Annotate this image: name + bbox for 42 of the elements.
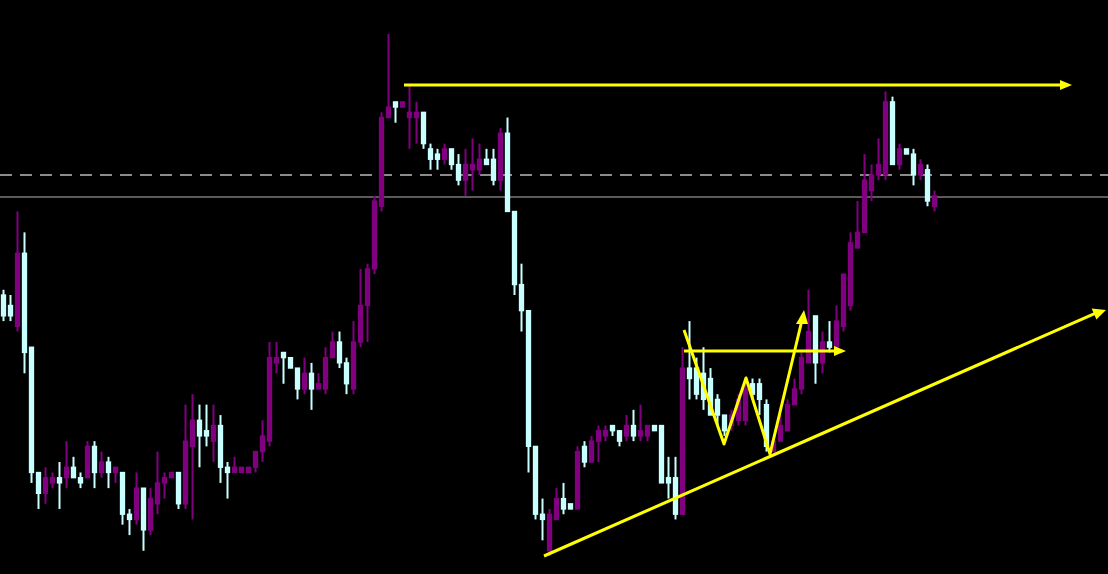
- candlestick: [308, 361, 315, 411]
- candlestick: [119, 471, 126, 526]
- candlestick: [924, 163, 931, 208]
- candlestick: [189, 393, 196, 521]
- candlestick: [301, 356, 308, 396]
- candlestick: [98, 450, 105, 479]
- candlestick: [595, 424, 602, 464]
- candlestick: [896, 142, 903, 171]
- candlestick: [623, 414, 630, 443]
- candlestick: [630, 408, 637, 443]
- candlestick: [686, 320, 693, 401]
- candlestick: [931, 189, 938, 213]
- candlestick: [322, 346, 329, 396]
- candlestick: [0, 288, 7, 323]
- candlestick: [462, 147, 469, 197]
- candlestick: [196, 403, 203, 469]
- candlestick: [441, 142, 448, 166]
- candlestick: [427, 142, 434, 171]
- candlestick: [7, 294, 14, 323]
- candlestick: [455, 153, 462, 187]
- candlestick: [84, 440, 91, 479]
- candlestick: [210, 403, 217, 464]
- candlestick: [203, 403, 210, 448]
- candlestick: [175, 471, 182, 511]
- candlestick: [105, 455, 112, 490]
- candlestick: [560, 481, 567, 516]
- candlestick: [42, 466, 49, 505]
- candlestick: [133, 471, 140, 526]
- candlestick: [91, 440, 98, 490]
- candlestick: [581, 440, 588, 469]
- candlestick: [490, 147, 497, 187]
- candlestick: [637, 403, 644, 443]
- candlestick: [217, 414, 224, 484]
- candlestick: [917, 158, 924, 182]
- candlestick: [588, 434, 595, 464]
- candlestick: [826, 320, 833, 354]
- candlestick: [910, 147, 917, 187]
- candlestick: [392, 100, 399, 124]
- candlestick: [434, 147, 441, 171]
- candlestick: [56, 461, 63, 511]
- candlestick: [147, 487, 154, 537]
- candlestick: [140, 487, 147, 552]
